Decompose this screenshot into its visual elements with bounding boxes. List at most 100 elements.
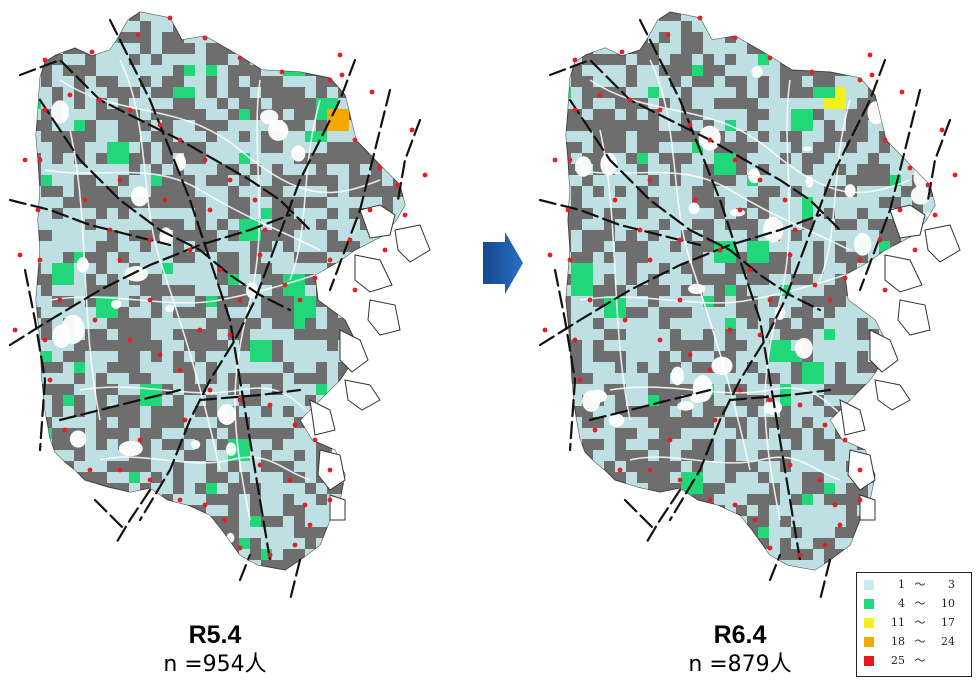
- grid-cell: [250, 87, 261, 98]
- grid-cell: [195, 164, 206, 175]
- station-dot: [542, 327, 548, 333]
- station-dot: [572, 107, 578, 113]
- grid-cell: [945, 285, 956, 296]
- grid-cell: [923, 197, 934, 208]
- grid-cell: [659, 296, 670, 307]
- grid-cell: [118, 296, 129, 307]
- station-dot: [97, 97, 103, 103]
- grid-cell: [118, 450, 129, 461]
- station-dot: [757, 177, 763, 183]
- grid-cell: [626, 164, 637, 175]
- grid-cell: [305, 43, 316, 54]
- grid-cell: [393, 340, 404, 351]
- caption-r6-4: R6.4 n =879人: [640, 620, 840, 680]
- grid-cell: [327, 219, 338, 230]
- grid-cell: [294, 340, 305, 351]
- grid-cell: [758, 461, 769, 472]
- grid-cell: [63, 417, 74, 428]
- grid-cell: [162, 571, 173, 582]
- grid-cell: [725, 197, 736, 208]
- grid-cell: [195, 98, 206, 109]
- grid-cell: [173, 373, 184, 384]
- grid-cell: [41, 516, 52, 527]
- grid-cell: [802, 43, 813, 54]
- grid-cell: [714, 219, 725, 230]
- grid-cell: [769, 153, 780, 164]
- grid-cell: [382, 164, 393, 175]
- grid-cell: [703, 263, 714, 274]
- grid-cell: [802, 494, 813, 505]
- grid-cell: [637, 175, 648, 186]
- grid-cell: [41, 219, 52, 230]
- grid-cell: [283, 450, 294, 461]
- grid-cell: [879, 307, 890, 318]
- grid-cell: [769, 472, 780, 483]
- grid-cell: [63, 362, 74, 373]
- station-dot: [577, 377, 583, 383]
- grid-cell: [725, 65, 736, 76]
- grid-cell: [901, 340, 912, 351]
- grid-cell: [901, 197, 912, 208]
- grid-cell: [63, 175, 74, 186]
- grid-cell: [835, 175, 846, 186]
- grid-cell: [74, 164, 85, 175]
- grid-cell: [272, 362, 283, 373]
- grid-cell: [890, 153, 901, 164]
- grid-cell: [283, 164, 294, 175]
- grid-cell: [162, 428, 173, 439]
- grid-cell: [890, 505, 901, 516]
- grid-cell: [637, 219, 648, 230]
- grid-cell: [593, 362, 604, 373]
- grid-cell: [85, 12, 96, 21]
- grid-cell: [890, 483, 901, 494]
- grid-cell: [294, 285, 305, 296]
- grid-cell: [648, 450, 659, 461]
- grid-cell: [934, 417, 935, 428]
- grid-cell: [85, 483, 96, 494]
- grid-cell: [360, 120, 371, 131]
- grid-cell: [52, 32, 63, 43]
- station-dot: [117, 177, 123, 183]
- grid-cell: [659, 142, 670, 153]
- grid-cell: [239, 461, 250, 472]
- grid-cell: [813, 164, 824, 175]
- grid-cell: [173, 54, 184, 65]
- grid-cell: [294, 131, 305, 142]
- grid-cell: [868, 43, 879, 54]
- grid-cell: [316, 208, 327, 219]
- station-dot: [797, 552, 803, 558]
- grid-cell: [107, 12, 118, 21]
- grid-cell: [206, 274, 217, 285]
- grid-cell: [780, 483, 791, 494]
- grid-cell: [934, 373, 935, 384]
- rail-line: [23, 268, 47, 452]
- grid-cell: [670, 98, 681, 109]
- grid-cell: [206, 450, 217, 461]
- grid-cell: [250, 516, 261, 527]
- grid-cell: [769, 175, 780, 186]
- grid-cell: [118, 54, 129, 65]
- grid-cell: [824, 87, 835, 98]
- grid-cell: [714, 395, 725, 406]
- grid-cell: [261, 395, 272, 406]
- grid-cell: [349, 296, 360, 307]
- grid-cell: [747, 252, 758, 263]
- grid-cell: [846, 439, 857, 450]
- grid-cell: [714, 186, 725, 197]
- grid-cell: [868, 12, 879, 21]
- station-dot: [147, 477, 153, 483]
- grid-cell: [36, 219, 41, 230]
- grid-cell: [901, 450, 912, 461]
- grid-cell: [593, 263, 604, 274]
- grid-cell: [338, 219, 349, 230]
- grid-cell: [824, 12, 835, 21]
- grid-cell: [659, 494, 670, 505]
- grid-cell: [272, 538, 283, 549]
- grid-cell: [670, 351, 681, 362]
- grid-cell: [604, 439, 615, 450]
- station-dot: [707, 497, 713, 503]
- grid-cell: [52, 351, 63, 362]
- grid-cell: [637, 494, 648, 505]
- grid-cell: [382, 527, 393, 538]
- rail-line: [638, 18, 802, 562]
